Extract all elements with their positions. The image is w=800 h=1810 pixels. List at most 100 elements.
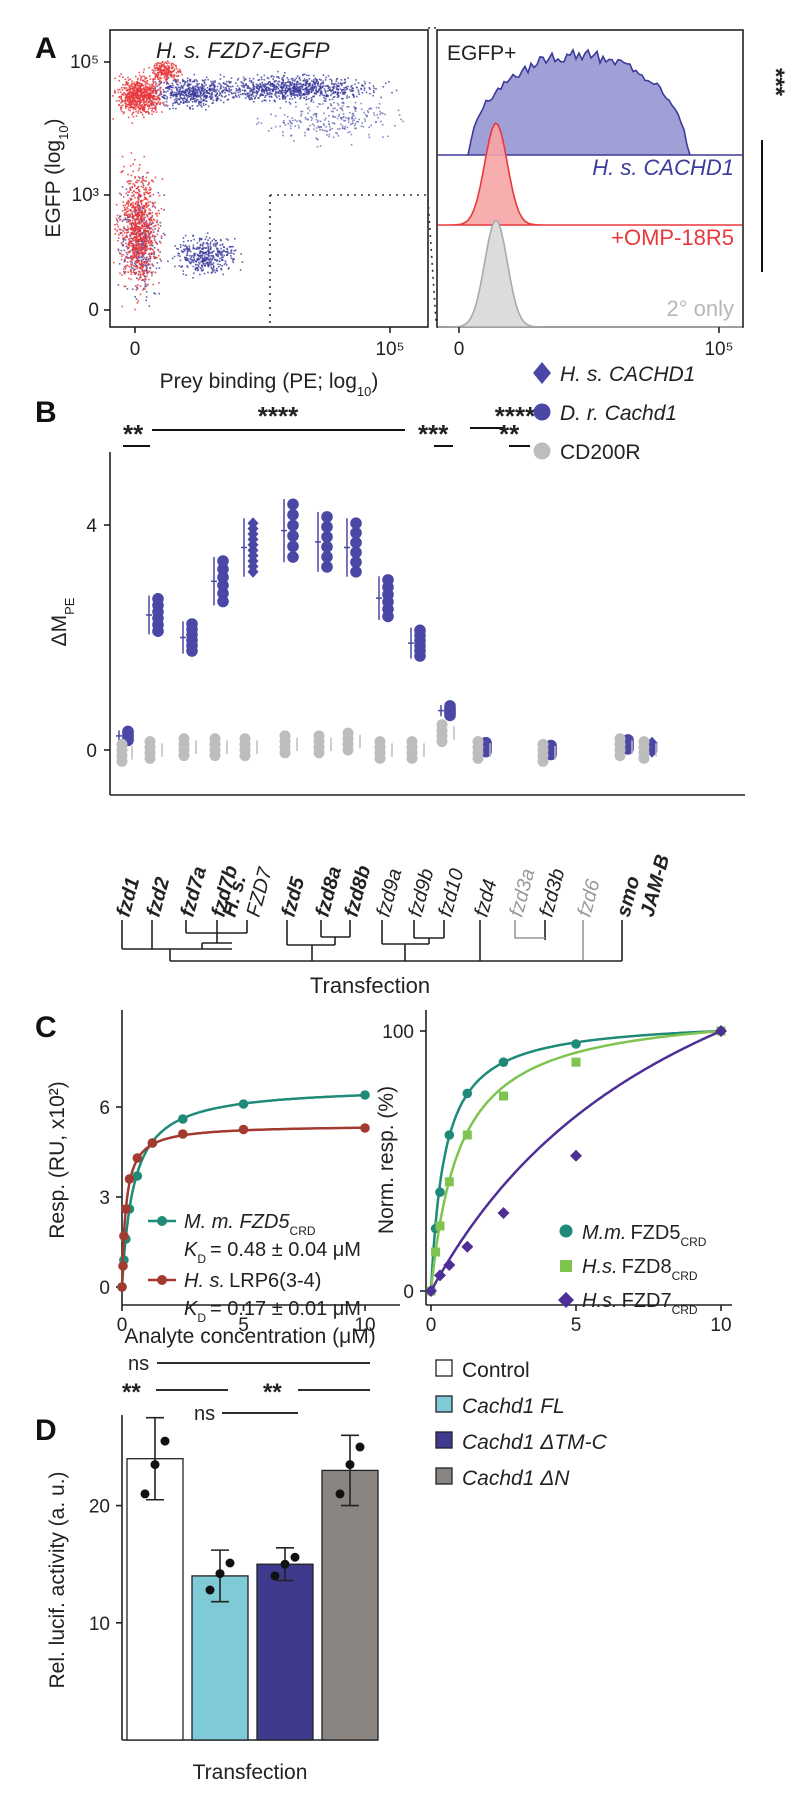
scatter-event [274,100,276,103]
scatter-event [183,83,186,85]
scatter-event [177,80,179,83]
scatter-event [135,240,138,242]
scatter-event [372,94,374,97]
scatter-event [223,75,225,78]
scatter-event [137,213,140,215]
scatter-event [135,75,137,78]
scatter-event [352,122,354,124]
scatter-event [188,249,191,252]
scatter-event [263,86,266,88]
scatter-event [122,201,125,203]
scatter-event [230,77,233,79]
scatter-event [192,244,195,247]
scatter-event [397,109,400,112]
scatter-event [236,89,239,91]
scatter-event [345,117,347,119]
scatter-event [300,96,302,98]
scatter-event [221,265,223,267]
scatter-event [195,268,197,271]
scatter-event [132,201,134,204]
cachd1-point [350,566,362,578]
scatter-event [282,94,284,97]
scatter-event [130,241,132,243]
scatter-event [140,85,143,87]
scatter-event [143,249,146,251]
scatter-event [256,73,259,76]
scatter-event [307,106,310,109]
scatter-event [342,98,344,100]
scatter-event [152,180,155,183]
scatter-event [330,90,332,92]
scatter-event [181,265,183,267]
scatter-event [201,260,203,262]
scatter-event [123,266,126,268]
scatter-event [308,97,310,100]
scatter-event [146,256,148,259]
scatter-event [159,258,161,260]
scatter-event [133,215,136,217]
scatter-event [361,91,364,94]
scatter-event [211,268,213,270]
scatter-event [315,118,318,121]
scatter-event [159,93,161,96]
scatter-event [180,266,182,268]
scatter-event [312,80,315,83]
scatter-event [202,257,204,260]
scatter-event [357,121,360,123]
scatter-event [124,107,127,109]
scatter-event [342,89,345,91]
scatter-event [136,265,138,267]
scatter-event [282,79,284,81]
scatter-event [121,220,124,222]
scatter-event [165,65,167,68]
scatter-event [153,255,155,258]
scatter-event [175,86,177,88]
scatter-event [154,108,157,111]
scatter-event [146,230,148,233]
scatter-event [310,116,312,118]
scatter-event [225,250,227,253]
scatter-event [323,124,325,127]
scatter-event [179,82,181,84]
scatter-event [137,106,139,108]
scatter-event [240,93,242,96]
scatter-event [148,100,150,103]
scatter-event [219,83,222,86]
scatter-event [128,180,131,182]
scatter-event [192,261,195,264]
scatter-event [328,86,330,89]
scatter-event [199,256,202,258]
scatter-event [342,93,344,95]
scatter-event [202,102,205,105]
scatter-event [156,102,159,105]
scatter-event [351,117,354,120]
scatter-event [293,94,296,97]
scatter-event [138,189,140,191]
scatter-event [145,237,148,239]
scatter-event [206,263,209,265]
category-label: fzd2 [143,875,175,919]
scatter-event [165,91,167,93]
scatter-event [134,106,137,108]
scatter-event [305,84,308,86]
scatter-event [295,91,297,93]
scatter-event [341,105,344,107]
scatter-event [130,224,133,227]
scatter-event [283,120,285,122]
scatter-event [252,89,255,91]
scatter-event [130,209,132,211]
scatter-event [322,82,325,84]
scatter-event [177,79,179,81]
scatter-event [373,91,375,94]
scatter-event [288,88,290,91]
scatter-event [127,201,130,204]
scatter-event [177,254,179,257]
scatter-event [134,206,137,208]
scatter-event [165,87,167,89]
scatter-event [307,83,310,85]
category-label: fzd4 [471,877,502,919]
scatter-event [137,176,140,178]
scatter-event [148,186,151,189]
scatter-event [167,67,169,70]
